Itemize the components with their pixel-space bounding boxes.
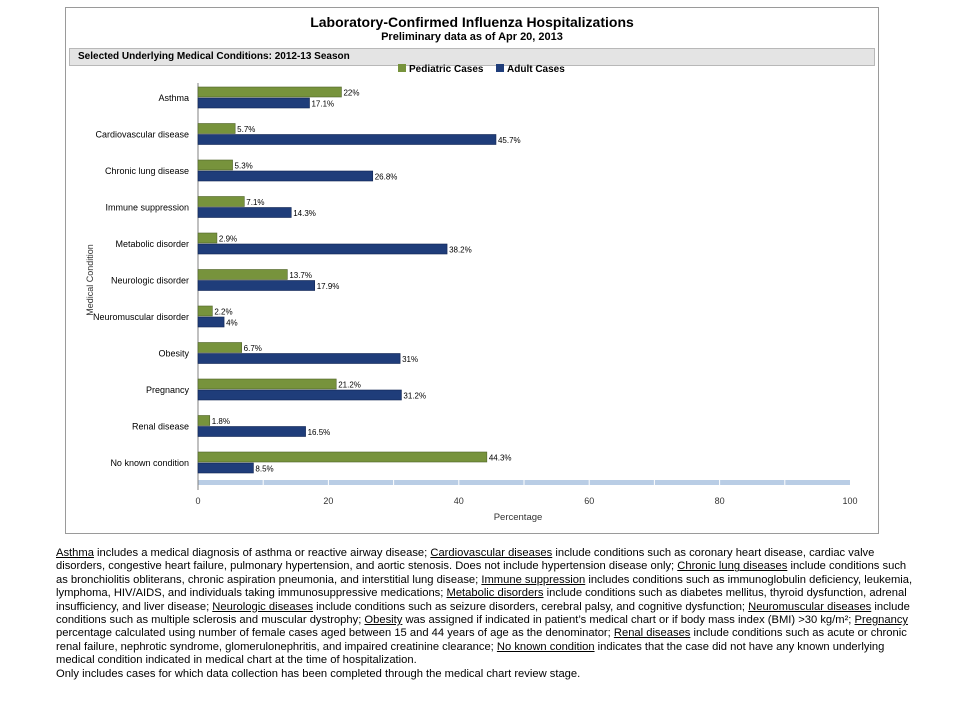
footnote-term: Immune suppression xyxy=(481,573,586,586)
pediatric-bar xyxy=(197,269,288,280)
pediatric-bar xyxy=(197,86,342,98)
x-tick-label: 20 xyxy=(323,496,333,506)
pediatric-bar xyxy=(197,232,218,244)
adult-bar xyxy=(197,134,497,145)
pediatric-bar xyxy=(197,123,236,134)
pediatric-bar xyxy=(197,196,245,207)
footnote-term: Cardiovascular diseases xyxy=(430,547,553,559)
footnote-term: Chronic lung diseases xyxy=(677,560,788,573)
footnote-last-line: Only includes cases for which data colle… xyxy=(56,667,581,680)
footnote-text-segment: include conditions such as seizure disor… xyxy=(313,600,749,613)
footnote-term: Asthma xyxy=(56,547,94,559)
pediatric-data-label: 44.3% xyxy=(489,454,512,463)
pediatric-bar xyxy=(197,159,233,171)
footnote-term: Neurologic diseases xyxy=(212,600,314,613)
footnote-term: Neuromuscular diseases xyxy=(748,600,872,613)
pediatric-data-label: 2.9% xyxy=(219,235,237,244)
pediatric-data-label: 6.7% xyxy=(244,344,262,353)
footnote-text-segment: include conditions such as diabetes mell… xyxy=(56,587,907,613)
footnote-term: Metabolic disorders xyxy=(446,587,544,600)
footnote-text-segment: percentage calculated using number of fe… xyxy=(56,627,614,640)
footnote-definitions: Asthma includes a medical diagnosis of a… xyxy=(56,547,916,668)
x-tick-label: 0 xyxy=(195,496,200,506)
adult-bar xyxy=(197,207,292,218)
pediatric-bar xyxy=(197,451,488,463)
legend-swatch-pediatric xyxy=(398,64,406,72)
footnote-term: No known condition xyxy=(496,640,595,653)
category-label: Neurologic disorder xyxy=(111,276,189,286)
footnote-text-segment: include conditions such as coronary hear… xyxy=(56,547,875,573)
category-label: Immune suppression xyxy=(105,203,189,213)
category-label: Renal disease xyxy=(132,422,189,432)
legend-label-pediatric: Pediatric Cases xyxy=(409,64,484,75)
pediatric-data-label: 5.3% xyxy=(235,162,253,171)
x-axis-label: Percentage xyxy=(494,512,543,523)
bar-chart: Pediatric Cases Adult Cases 0 20 40 60 80 100 Pe… xyxy=(85,64,858,523)
category-label: Metabolic disorder xyxy=(115,239,189,249)
adult-data-label: 14.3% xyxy=(293,209,316,218)
x-tick-label: 40 xyxy=(454,496,464,506)
footnote-text-segment: was assigned if indicated in patient’s m… xyxy=(402,614,855,627)
category-label: No known condition xyxy=(110,458,189,468)
footnote-text-segment: indicates that the case did not have any… xyxy=(56,640,885,667)
category-label: Asthma xyxy=(158,93,189,103)
pediatric-bar xyxy=(197,342,242,353)
panel-header: Selected Underlying Medical Conditions: … xyxy=(69,48,875,66)
category-label: Neuromuscular disorder xyxy=(93,312,189,322)
adult-bar xyxy=(197,280,316,291)
adult-data-label: 31% xyxy=(402,355,418,364)
adult-data-label: 31.2% xyxy=(403,392,426,401)
pediatric-data-label: 21.2% xyxy=(338,381,361,390)
category-label: Obesity xyxy=(158,349,189,359)
footnote-term: Renal diseases xyxy=(613,627,691,640)
x-tick-label: 60 xyxy=(584,496,594,506)
footnote-text-segment: includes a medical diagnosis of asthma o… xyxy=(93,547,431,559)
adult-bar xyxy=(197,389,402,401)
footnote-term: Pregnancy xyxy=(854,614,909,627)
pediatric-data-label: 5.7% xyxy=(237,125,255,134)
pediatric-data-label: 2.2% xyxy=(214,308,232,317)
x-tick-label: 100 xyxy=(842,496,857,506)
adult-data-label: 17.1% xyxy=(311,100,334,109)
footnote-text-segment: include conditions such as bronchiolitis… xyxy=(56,560,907,586)
pediatric-data-label: 1.8% xyxy=(212,417,230,426)
x-tick-label: 80 xyxy=(715,496,725,506)
adult-data-label: 17.9% xyxy=(317,282,340,291)
category-label: Cardiovascular disease xyxy=(95,130,189,140)
footnote: Asthma includes a medical diagnosis of a… xyxy=(56,547,916,681)
category-label: Pregnancy xyxy=(146,385,190,395)
adult-data-label: 45.7% xyxy=(498,136,521,145)
adult-bar xyxy=(197,462,254,474)
pediatric-data-label: 22% xyxy=(343,89,359,98)
adult-bar xyxy=(197,243,448,255)
pediatric-bar xyxy=(197,415,211,426)
chart-title: Laboratory-Confirmed Influenza Hospitali… xyxy=(310,14,634,30)
pediatric-data-label: 13.7% xyxy=(289,271,312,280)
chart-subtitle: Preliminary data as of Apr 20, 2013 xyxy=(381,31,563,43)
footnote-text-segment: include conditions such as multiple scle… xyxy=(56,600,910,627)
footnote-term: Obesity xyxy=(364,614,403,627)
adult-data-label: 8.5% xyxy=(255,465,273,474)
pediatric-bar xyxy=(197,378,337,390)
legend-swatch-adult xyxy=(496,64,504,72)
chart-frame: Laboratory-Confirmed Influenza Hospitali… xyxy=(65,7,879,534)
adult-data-label: 38.2% xyxy=(449,246,472,255)
pediatric-data-label: 7.1% xyxy=(246,198,264,207)
adult-bar xyxy=(197,316,225,328)
adult-bar xyxy=(197,426,306,437)
adult-data-label: 16.5% xyxy=(308,428,331,437)
y-axis-label: Medical Condition xyxy=(85,244,95,316)
adult-bar xyxy=(197,353,401,364)
adult-bar xyxy=(197,170,374,182)
pediatric-bar xyxy=(197,305,213,317)
footnote-text-segment: includes conditions such as immunoglobul… xyxy=(56,573,913,600)
footnote-text-segment: include conditions such as acute or chro… xyxy=(56,627,907,653)
adult-data-label: 26.8% xyxy=(375,173,398,182)
adult-data-label: 4% xyxy=(226,319,238,328)
category-label: Chronic lung disease xyxy=(105,166,189,176)
adult-bar xyxy=(197,97,310,109)
legend-label-adult: Adult Cases xyxy=(507,64,565,75)
